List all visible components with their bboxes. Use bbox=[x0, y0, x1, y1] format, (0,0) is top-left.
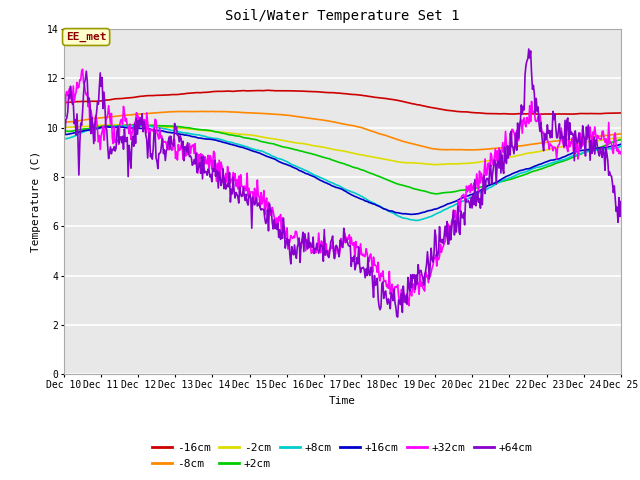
Line: +16cm: +16cm bbox=[64, 127, 621, 215]
-2cm bbox=[159, 124, 167, 130]
+16cm bbox=[407, 212, 415, 217]
+32cm bbox=[313, 243, 321, 249]
+64cm bbox=[159, 136, 166, 142]
Line: +32cm: +32cm bbox=[64, 69, 621, 306]
+2cm bbox=[433, 191, 440, 197]
+32cm bbox=[389, 290, 397, 296]
+64cm bbox=[617, 199, 625, 204]
+2cm bbox=[434, 191, 442, 197]
+2cm bbox=[60, 128, 68, 134]
+32cm bbox=[617, 151, 625, 157]
-8cm bbox=[60, 119, 68, 125]
+8cm bbox=[132, 122, 140, 128]
-2cm bbox=[389, 158, 397, 164]
-8cm bbox=[204, 108, 211, 114]
-16cm bbox=[265, 87, 273, 93]
-2cm bbox=[204, 128, 212, 134]
Line: -2cm: -2cm bbox=[64, 125, 621, 165]
-2cm bbox=[313, 144, 321, 149]
Text: EE_met: EE_met bbox=[66, 32, 106, 42]
-2cm bbox=[617, 135, 625, 141]
+32cm bbox=[405, 303, 413, 309]
+64cm bbox=[525, 46, 532, 52]
-8cm bbox=[433, 146, 440, 152]
-8cm bbox=[207, 108, 214, 114]
Legend: -16cm, -8cm, -2cm, +2cm, +8cm, +16cm, +32cm, +64cm: -16cm, -8cm, -2cm, +2cm, +8cm, +16cm, +3… bbox=[148, 439, 537, 473]
+64cm bbox=[480, 173, 488, 179]
Line: -16cm: -16cm bbox=[64, 90, 621, 114]
+2cm bbox=[617, 137, 625, 143]
+2cm bbox=[389, 180, 397, 185]
+2cm bbox=[204, 127, 212, 133]
+8cm bbox=[412, 217, 420, 223]
-16cm bbox=[60, 100, 68, 106]
+16cm bbox=[389, 209, 397, 215]
+2cm bbox=[313, 152, 321, 158]
+2cm bbox=[159, 123, 167, 129]
-16cm bbox=[159, 92, 166, 98]
-16cm bbox=[204, 89, 211, 95]
-2cm bbox=[60, 124, 68, 130]
-2cm bbox=[434, 162, 442, 168]
-2cm bbox=[431, 162, 439, 168]
+64cm bbox=[433, 253, 440, 259]
+16cm bbox=[104, 124, 111, 130]
Line: -8cm: -8cm bbox=[64, 111, 621, 150]
Line: +64cm: +64cm bbox=[64, 49, 621, 317]
-8cm bbox=[313, 117, 321, 122]
-8cm bbox=[159, 109, 166, 115]
+64cm bbox=[60, 127, 68, 132]
-8cm bbox=[481, 146, 489, 152]
+16cm bbox=[617, 142, 625, 147]
-16cm bbox=[389, 96, 397, 102]
+8cm bbox=[60, 136, 68, 142]
-16cm bbox=[480, 110, 488, 116]
+8cm bbox=[434, 210, 442, 216]
-8cm bbox=[617, 131, 625, 137]
-16cm bbox=[617, 110, 625, 116]
+8cm bbox=[313, 173, 321, 179]
Y-axis label: Temperature (C): Temperature (C) bbox=[31, 151, 41, 252]
+32cm bbox=[204, 153, 212, 158]
+2cm bbox=[134, 122, 142, 128]
+8cm bbox=[389, 210, 397, 216]
+64cm bbox=[388, 292, 396, 298]
+32cm bbox=[60, 79, 68, 85]
+64cm bbox=[312, 246, 320, 252]
+8cm bbox=[481, 187, 489, 193]
+32cm bbox=[434, 255, 442, 261]
-16cm bbox=[536, 111, 544, 117]
-16cm bbox=[313, 89, 321, 95]
Line: +8cm: +8cm bbox=[64, 125, 621, 220]
-2cm bbox=[481, 158, 489, 164]
-2cm bbox=[111, 122, 119, 128]
-8cm bbox=[468, 147, 476, 153]
+8cm bbox=[204, 135, 212, 141]
Line: +2cm: +2cm bbox=[64, 125, 621, 194]
+32cm bbox=[79, 66, 86, 72]
+2cm bbox=[481, 183, 489, 189]
+16cm bbox=[159, 128, 167, 134]
+16cm bbox=[60, 132, 68, 137]
+16cm bbox=[481, 185, 489, 191]
+8cm bbox=[159, 126, 167, 132]
+32cm bbox=[481, 156, 489, 162]
X-axis label: Time: Time bbox=[329, 396, 356, 406]
+32cm bbox=[159, 139, 167, 144]
Title: Soil/Water Temperature Set 1: Soil/Water Temperature Set 1 bbox=[225, 10, 460, 24]
+16cm bbox=[313, 176, 321, 181]
-8cm bbox=[389, 135, 397, 141]
+16cm bbox=[204, 136, 212, 142]
+8cm bbox=[617, 144, 625, 149]
+16cm bbox=[434, 205, 442, 211]
+64cm bbox=[204, 172, 211, 178]
-16cm bbox=[433, 106, 440, 111]
+64cm bbox=[394, 314, 401, 320]
